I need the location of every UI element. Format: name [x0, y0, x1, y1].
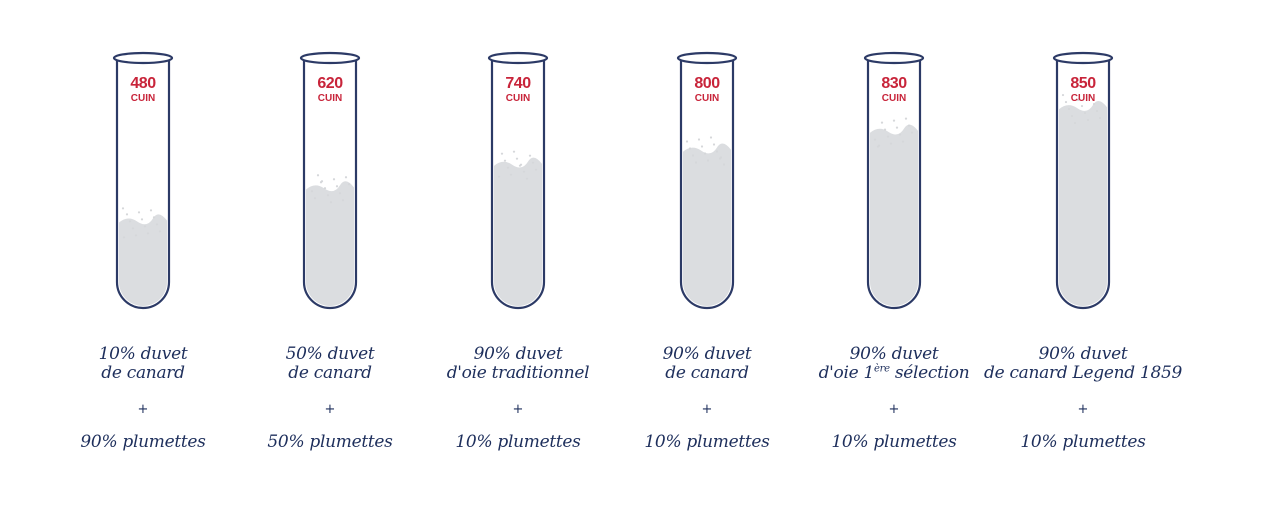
composition-line-2-main: d'oie traditionnel	[446, 363, 590, 383]
tube-rim	[487, 51, 549, 65]
down-composition: 90% duvet d'oie traditionnel	[403, 345, 633, 383]
tube-outline	[115, 58, 171, 310]
down-composition: 90% duvet d'oie 1ère sélection	[779, 345, 1009, 383]
down-fill-level	[306, 181, 354, 306]
composition-line-1: 90% duvet	[662, 344, 752, 364]
fill-power-label: 800 CUIN	[672, 76, 742, 104]
test-tube: 480 CUIN	[108, 46, 178, 314]
fill-power-unit: CUIN	[130, 93, 156, 104]
test-tube-graphic	[863, 51, 925, 310]
fill-power-value: 850	[1070, 75, 1096, 92]
composition-line-2: d'oie traditionnel	[403, 364, 633, 383]
down-composition: 90% duvet de canard	[592, 345, 822, 383]
plus-sign: +	[137, 402, 149, 417]
test-tube: 830 CUIN	[859, 46, 929, 314]
composition-line-2-main: de canard	[665, 363, 749, 383]
down-fill-level	[119, 214, 167, 306]
fill-power-label: 830 CUIN	[859, 76, 929, 104]
tube-column: 830 CUIN 90% duvet d'oie 1ère sélection +10%…	[789, 0, 999, 514]
tube-outline	[302, 58, 358, 310]
composition-line-2: d'oie 1ère sélection	[779, 364, 1009, 383]
test-tube: 800 CUIN	[672, 46, 742, 314]
plus-sign: +	[1077, 402, 1089, 417]
tube-column: 480 CUIN 10% duvet de canard +90% plumettes	[38, 0, 248, 514]
tube-column: 740 CUIN 90% duvet d'oie traditionnel +10% p…	[413, 0, 623, 514]
down-fill-level	[683, 143, 731, 306]
tube-rim	[863, 51, 925, 65]
test-tube-graphic	[299, 51, 361, 310]
down-fill-level	[494, 157, 542, 306]
down-composition: 50% duvet de canard	[215, 345, 445, 383]
fill-power-unit: CUIN	[881, 93, 907, 104]
plus-sign: +	[888, 402, 900, 417]
composition-line-2: de canard	[28, 364, 258, 383]
plumettes-percentage: 90% plumettes	[80, 432, 206, 452]
tube-outline	[866, 58, 922, 310]
down-fill-level	[1059, 101, 1107, 306]
composition-line-2: de canard	[215, 364, 445, 383]
plumettes-percentage: 50% plumettes	[267, 432, 393, 452]
tube-rim	[112, 51, 174, 65]
test-tube-graphic	[487, 51, 549, 310]
test-tube: 850 CUIN	[1048, 46, 1118, 314]
composition-line-2: de canard Legend 1859	[968, 364, 1198, 383]
fill-power-unit: CUIN	[694, 93, 720, 104]
fill-power-value: 620	[317, 75, 343, 92]
plumettes-percentage: 10% plumettes	[455, 432, 581, 452]
fill-power-value: 800	[694, 75, 720, 92]
tube-column: 800 CUIN 90% duvet de canard +10% plumettes	[602, 0, 812, 514]
composition-line-1: 50% duvet	[285, 344, 375, 364]
composition-line-1: 90% duvet	[1038, 344, 1128, 364]
plus-sign: +	[324, 402, 336, 417]
tube-rim	[299, 51, 361, 65]
plus-sign: +	[512, 402, 524, 417]
tube-rim	[1052, 51, 1114, 65]
test-tube-graphic	[112, 51, 174, 310]
composition-line-2-main: de canard Legend 1859	[984, 363, 1182, 383]
test-tube-graphic	[676, 51, 738, 310]
plumettes-percentage: 10% plumettes	[644, 432, 770, 452]
tube-rim	[676, 51, 738, 65]
tube-outline	[1055, 58, 1111, 310]
fill-power-unit: CUIN	[1070, 93, 1096, 104]
fill-power-label: 740 CUIN	[483, 76, 553, 104]
fill-power-value: 740	[505, 75, 531, 92]
fill-power-value: 480	[130, 75, 156, 92]
tube-column: 620 CUIN 50% duvet de canard +50% plumettes	[225, 0, 435, 514]
composition-line-1: 90% duvet	[473, 344, 563, 364]
composition-line-2-main: d'oie 1	[818, 363, 875, 383]
plus-sign: +	[701, 402, 713, 417]
fill-power-label: 850 CUIN	[1048, 76, 1118, 104]
tube-outline	[679, 58, 735, 310]
test-tube: 740 CUIN	[483, 46, 553, 314]
composition-line-2: de canard	[592, 364, 822, 383]
test-tube-graphic	[1052, 51, 1114, 310]
plumettes-percentage: 10% plumettes	[831, 432, 957, 452]
composition-line-1: 10% duvet	[98, 344, 188, 364]
fill-power-label: 620 CUIN	[295, 76, 365, 104]
plumettes-percentage: 10% plumettes	[1020, 432, 1146, 452]
composition-line-2-main: de canard	[101, 363, 185, 383]
tube-outline	[490, 58, 546, 310]
down-composition: 10% duvet de canard	[28, 345, 258, 383]
composition-line-2-rest: sélection	[889, 363, 970, 383]
composition-line-1: 90% duvet	[849, 344, 939, 364]
fill-power-value: 830	[881, 75, 907, 92]
tube-column: 850 CUIN 90% duvet de canard Legend 1859 +10…	[978, 0, 1188, 514]
composition-line-2-main: de canard	[288, 363, 372, 383]
test-tube: 620 CUIN	[295, 46, 365, 314]
fill-power-unit: CUIN	[505, 93, 531, 104]
ordinal-superscript: ère	[874, 363, 890, 375]
fill-power-label: 480 CUIN	[108, 76, 178, 104]
down-composition: 90% duvet de canard Legend 1859	[968, 345, 1198, 383]
down-fill-level	[870, 124, 918, 306]
fill-power-unit: CUIN	[317, 93, 343, 104]
